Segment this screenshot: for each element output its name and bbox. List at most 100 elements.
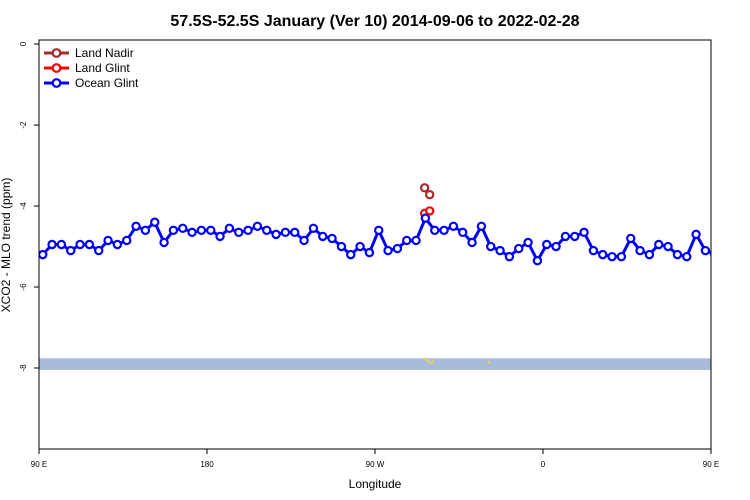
data-point-ocean-glint — [579, 227, 589, 238]
x-tick-label: 90 W — [366, 460, 385, 469]
legend-label: Land Glint — [75, 61, 130, 75]
data-point-ocean-glint — [364, 247, 375, 258]
data-point-ocean-glint — [598, 249, 608, 260]
x-tick-label: 90 E — [31, 460, 47, 469]
land-speck — [426, 359, 429, 363]
data-point-ocean-glint — [635, 245, 645, 256]
chart-title: 57.5S-52.5S January (Ver 10) 2014-09-06 … — [170, 13, 579, 30]
data-point-ocean-glint — [626, 233, 636, 244]
y-tick-label: -6 — [19, 283, 28, 291]
data-point-ocean-glint — [327, 233, 337, 244]
data-point-ocean-glint — [308, 223, 319, 234]
data-point-land-nadir — [424, 189, 435, 200]
data-point-ocean-glint — [252, 221, 263, 231]
data-point-ocean-glint — [430, 225, 440, 236]
data-point-ocean-glint — [402, 235, 412, 246]
data-point-ocean-glint — [75, 239, 85, 250]
data-point-ocean-glint — [355, 241, 365, 252]
data-point-land-glint — [424, 206, 435, 216]
data-point-ocean-glint — [607, 251, 617, 262]
x-axis: 90 E 180 90 W 0 90 E — [31, 449, 719, 469]
data-point-ocean-glint — [271, 229, 281, 240]
data-point-ocean-glint — [439, 225, 449, 236]
series-line-ocean-glint — [41, 216, 711, 263]
legend-marker — [51, 63, 62, 73]
data-point-ocean-glint — [84, 239, 95, 250]
data-point-ocean-glint — [710, 251, 711, 258]
data-point-ocean-glint — [514, 243, 524, 254]
data-point-ocean-glint — [644, 249, 655, 260]
data-point-ocean-glint — [299, 235, 309, 246]
legend-label: Ocean Glint — [75, 76, 139, 90]
data-point-ocean-glint — [551, 241, 561, 252]
land-speck — [431, 360, 435, 363]
legend-label: Land Nadir — [75, 46, 134, 60]
x-tick-label: 0 — [541, 460, 546, 469]
data-point-ocean-glint — [682, 251, 692, 262]
legend-marker — [51, 48, 62, 58]
land-speck — [428, 361, 432, 365]
y-axis: 0 -2 -4 -6 -8 — [19, 41, 39, 372]
data-point-ocean-glint — [234, 227, 244, 238]
data-point-ocean-glint — [560, 231, 571, 242]
legend-item-land-nadir: Land Nadir — [44, 46, 134, 60]
data-point-ocean-glint — [131, 221, 141, 231]
data-point-ocean-glint — [720, 241, 727, 248]
data-point-ocean-glint — [56, 239, 67, 250]
data-point-ocean-glint — [346, 249, 356, 260]
data-point-ocean-glint — [122, 235, 132, 246]
legend-item-land-glint: Land Glint — [44, 61, 130, 75]
data-point-ocean-glint — [262, 225, 272, 236]
data-point-ocean-glint — [654, 239, 664, 250]
data-point-ocean-glint — [504, 251, 515, 262]
data-point-ocean-glint — [392, 243, 403, 254]
data-point-ocean-glint — [383, 245, 393, 256]
data-point-ocean-glint — [112, 239, 123, 250]
data-point-ocean-glint — [224, 223, 235, 234]
y-axis-label: XCO2 - MLO trend (ppm) — [0, 178, 13, 313]
data-point-ocean-glint — [94, 245, 104, 256]
data-point-ocean-glint — [196, 225, 207, 236]
data-point-ocean-glint — [588, 245, 599, 256]
data-point-ocean-glint — [140, 225, 151, 236]
data-point-ocean-glint — [523, 237, 533, 248]
x-axis-label: Longitude — [349, 477, 402, 491]
data-point-ocean-glint — [290, 227, 300, 238]
data-point-ocean-glint — [243, 225, 253, 236]
data-point-ocean-glint — [700, 245, 711, 256]
legend-item-ocean-glint: Ocean Glint — [44, 76, 139, 90]
data-point-ocean-glint — [103, 235, 113, 246]
series-ocean-glint — [39, 213, 727, 266]
y-tick-label: -8 — [19, 364, 28, 372]
data-point-ocean-glint — [663, 241, 673, 252]
data-point-ocean-glint — [150, 217, 160, 227]
series-layer — [39, 183, 727, 266]
data-point-ocean-glint — [448, 221, 459, 231]
data-point-ocean-glint — [476, 221, 487, 231]
data-point-ocean-glint — [672, 249, 683, 260]
data-point-ocean-glint — [532, 255, 543, 266]
data-point-ocean-glint — [411, 235, 421, 246]
data-point-ocean-glint — [458, 227, 468, 238]
y-tick-label: -4 — [19, 202, 28, 210]
y-tick-label: -2 — [19, 121, 28, 129]
data-point-ocean-glint — [280, 227, 291, 238]
data-point-ocean-glint — [336, 241, 347, 252]
x-tick-label: 90 E — [703, 460, 719, 469]
data-point-ocean-glint — [691, 229, 701, 240]
data-point-ocean-glint — [39, 249, 48, 260]
data-point-land-nadir — [419, 183, 430, 193]
land-speck — [423, 357, 426, 360]
data-point-ocean-glint — [420, 213, 431, 223]
data-point-ocean-glint — [467, 237, 477, 248]
data-point-ocean-glint — [66, 245, 76, 256]
data-point-ocean-glint — [47, 239, 57, 250]
series-land-nadir — [419, 183, 435, 200]
y-tick-label: 0 — [19, 41, 28, 46]
data-point-ocean-glint — [187, 227, 197, 238]
data-point-ocean-glint — [159, 237, 169, 248]
data-point-ocean-glint — [178, 223, 188, 234]
data-point-ocean-glint — [616, 251, 627, 262]
